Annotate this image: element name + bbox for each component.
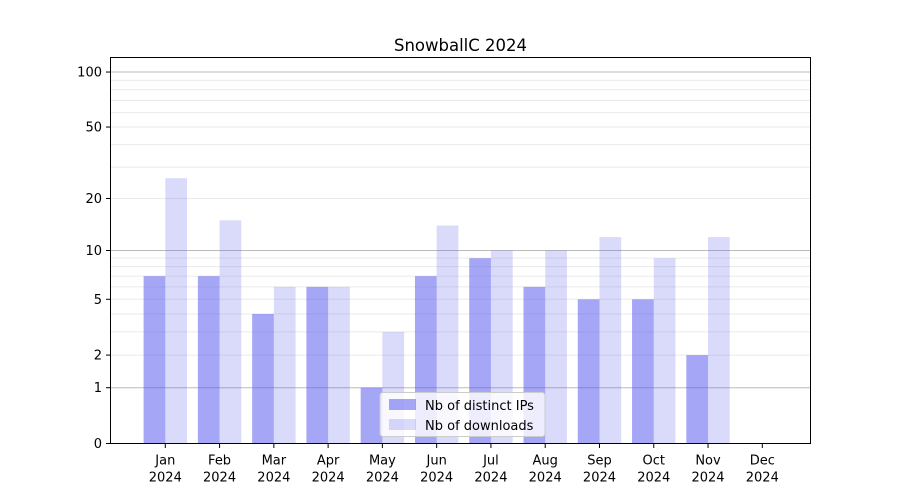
legend-swatch-downloads [389, 419, 416, 430]
bar-downloads-oct [653, 258, 676, 444]
y-axis-tick-label: 1 [94, 381, 102, 396]
bar-downloads-nov [708, 237, 730, 444]
x-axis-tick-label: Jul 2024 [474, 454, 507, 486]
bar-downloads-feb [219, 220, 242, 444]
bar-downloads-apr [328, 286, 350, 444]
x-axis-tick-label: Sep 2024 [583, 454, 616, 486]
legend-box [379, 392, 546, 437]
y-axis-tick-label: 0 [94, 437, 102, 452]
y-axis-tick-label: 100 [77, 66, 102, 81]
plot-area: 0 1 2 5 10 20 50 100 Jan 2024 Feb 2024 Mar 2024 Apr 202… [77, 57, 811, 486]
y-axis-tick-label: 2 [94, 349, 102, 364]
chart-title: SnowballC 2024 [394, 36, 527, 55]
y-axis-tick-label: 10 [85, 244, 102, 259]
bar-downloads-sep [599, 237, 622, 444]
x-axis-tick-label: Aug 2024 [529, 454, 562, 486]
y-axis-tick-label: 50 [85, 121, 102, 136]
x-axis-tick-label: Dec 2024 [746, 454, 779, 486]
y-axis-tick-label: 20 [85, 192, 102, 207]
bar-distinct-ips-mar [252, 313, 274, 444]
x-axis-tick-label: Mar 2024 [257, 454, 290, 486]
bar-distinct-ips-sep [577, 299, 600, 444]
bar-distinct-ips-apr [306, 286, 329, 444]
bar-downloads-jan [165, 178, 188, 444]
x-axis-tick-label: Apr 2024 [312, 454, 345, 486]
x-axis-tick-label: Jan 2024 [149, 454, 182, 486]
y-axis-tick-label: 5 [94, 293, 102, 308]
x-axis-tick-label: Oct 2024 [637, 454, 670, 486]
bar-distinct-ips-feb [197, 276, 220, 444]
x-axis-tick-label: Nov 2024 [691, 454, 724, 486]
bar-downloads-aug [545, 250, 567, 444]
x-axis-tick-label: Feb 2024 [203, 454, 236, 486]
bar-distinct-ips-may [360, 387, 383, 444]
bar-distinct-ips-jan [143, 276, 166, 444]
bar-downloads-jun [436, 225, 459, 444]
legend-label-distinct-ips: Nb of distinct IPs [425, 399, 534, 414]
bar-downloads-mar [273, 286, 296, 444]
legend-swatch-distinct-ips [389, 399, 416, 410]
legend-label-downloads: Nb of downloads [425, 419, 534, 434]
x-axis-tick-label: Jun 2024 [420, 454, 453, 486]
bar-distinct-ips-oct [632, 299, 654, 444]
x-axis-tick-label: May 2024 [366, 454, 399, 486]
bar-distinct-ips-nov [686, 355, 709, 444]
